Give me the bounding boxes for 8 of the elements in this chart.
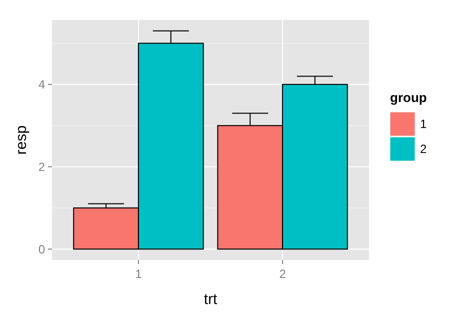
y-tick-label: 4 xyxy=(38,78,46,92)
legend-title: group xyxy=(390,90,427,105)
y-tick-label: 2 xyxy=(38,160,46,174)
legend-label: 2 xyxy=(420,142,427,156)
y-tick-label: 0 xyxy=(38,242,46,256)
y-axis-title: resp xyxy=(13,125,30,155)
legend-label: 1 xyxy=(420,117,427,132)
x-axis-title: trt xyxy=(204,291,218,308)
